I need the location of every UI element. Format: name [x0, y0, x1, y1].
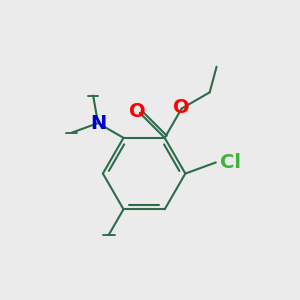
Text: Cl: Cl — [220, 153, 241, 172]
Text: O: O — [173, 98, 190, 117]
Text: N: N — [90, 114, 106, 133]
Text: O: O — [129, 102, 146, 121]
